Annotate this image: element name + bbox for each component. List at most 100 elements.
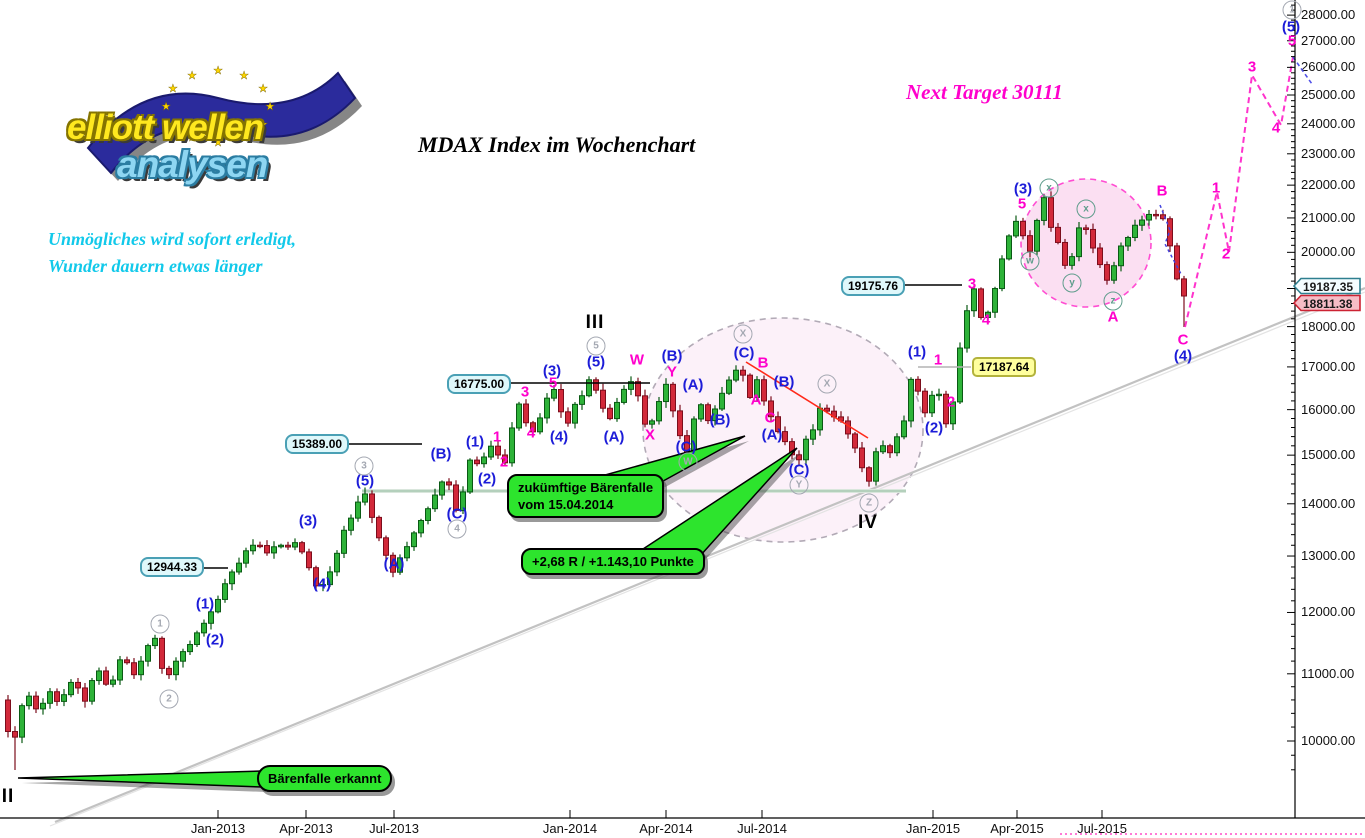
candle xyxy=(138,660,144,676)
candles xyxy=(5,191,1187,770)
candle xyxy=(1069,256,1075,266)
candle xyxy=(131,662,137,676)
candle xyxy=(257,544,263,548)
candle xyxy=(1083,227,1089,230)
candle xyxy=(530,422,536,433)
svg-text:★: ★ xyxy=(213,137,223,149)
candle xyxy=(89,680,95,702)
candle xyxy=(1181,278,1187,297)
candle xyxy=(558,389,564,413)
candle xyxy=(1097,247,1103,266)
wave-ellipse-top xyxy=(1020,178,1152,308)
candle xyxy=(747,374,753,398)
candle xyxy=(677,410,683,437)
candle xyxy=(964,310,970,349)
resist-red xyxy=(745,361,869,439)
candle xyxy=(313,567,319,587)
candle xyxy=(1055,226,1061,243)
candle xyxy=(733,369,739,381)
candle xyxy=(299,542,305,553)
candle xyxy=(397,557,403,573)
candle xyxy=(901,420,907,438)
y-axis-label: 13000.00 xyxy=(1301,548,1356,564)
candle xyxy=(474,459,480,465)
eu-flag-icon: ★ ★ ★ ★ ★ ★ ★ ★ ★ ★ ★ ★ xyxy=(86,65,362,181)
candle xyxy=(894,436,900,454)
candle xyxy=(817,407,823,431)
candle xyxy=(600,389,606,409)
candle xyxy=(425,508,431,521)
x-axis-label: Jul-2013 xyxy=(369,821,419,836)
candle xyxy=(404,546,410,559)
candle xyxy=(789,441,795,456)
candle xyxy=(810,429,816,440)
candle xyxy=(726,379,732,394)
candle xyxy=(936,393,942,397)
candle xyxy=(271,546,277,554)
candle xyxy=(1034,219,1040,252)
candle xyxy=(418,519,424,534)
candle xyxy=(761,379,767,402)
candle xyxy=(1062,241,1068,266)
y-axis-label: 12000.00 xyxy=(1301,604,1356,620)
candle xyxy=(446,481,452,486)
candle xyxy=(866,467,872,482)
svg-text:★: ★ xyxy=(168,83,178,95)
candle xyxy=(369,493,375,518)
candle xyxy=(117,659,123,681)
candle xyxy=(852,433,858,449)
candle xyxy=(1132,224,1138,238)
x-axis-label: Jul-2015 xyxy=(1077,821,1127,836)
candle xyxy=(1111,265,1117,281)
x-axis-label: Apr-2013 xyxy=(279,821,333,836)
candle xyxy=(635,381,641,397)
x-axis-label: Apr-2015 xyxy=(990,821,1044,836)
candle xyxy=(201,622,207,634)
candle xyxy=(432,494,438,510)
next-target-note: Next Target 30111 xyxy=(906,80,1063,104)
candle xyxy=(411,532,417,548)
candle xyxy=(754,379,760,398)
candle xyxy=(82,687,88,702)
svg-text:★: ★ xyxy=(239,70,249,82)
candle xyxy=(215,598,221,613)
y-axis-label: 22000.00 xyxy=(1301,177,1356,193)
svg-text:★: ★ xyxy=(239,132,249,144)
candle xyxy=(355,501,361,519)
candle xyxy=(978,288,984,318)
elliott-wellen-analysen-logo: ★ ★ ★ ★ ★ ★ ★ ★ ★ ★ ★ ★ elliott wellen analysen xyxy=(55,50,365,210)
svg-text:★: ★ xyxy=(168,119,178,131)
candle xyxy=(572,403,578,424)
y-axis-label: 10000.00 xyxy=(1301,733,1356,748)
y-axis-label: 18000.00 xyxy=(1301,318,1356,334)
candle xyxy=(593,379,599,391)
candle xyxy=(362,493,368,503)
x-axis-label: Apr-2014 xyxy=(639,821,693,836)
y-axis-label: 11000.00 xyxy=(1301,665,1355,681)
candle xyxy=(803,438,809,461)
y-axis-label: 28000.00 xyxy=(1301,7,1356,23)
candle xyxy=(439,481,445,496)
candle xyxy=(1076,227,1082,258)
candle xyxy=(96,670,102,682)
y-axis-label: 17000.00 xyxy=(1301,358,1356,374)
candle xyxy=(495,445,501,456)
svg-text:★: ★ xyxy=(161,101,171,113)
candle xyxy=(376,516,382,539)
candle xyxy=(54,691,60,702)
candle xyxy=(999,258,1005,290)
trendline xyxy=(54,286,1365,824)
candle xyxy=(537,417,543,433)
candle xyxy=(229,571,235,585)
candle xyxy=(33,695,39,710)
candle xyxy=(698,404,704,420)
candle xyxy=(782,431,788,443)
candle xyxy=(551,389,557,399)
candle xyxy=(642,395,648,425)
candle xyxy=(320,584,326,587)
candle xyxy=(390,554,396,573)
candle xyxy=(929,394,935,414)
svg-text:★: ★ xyxy=(258,83,268,95)
candle xyxy=(61,694,67,702)
